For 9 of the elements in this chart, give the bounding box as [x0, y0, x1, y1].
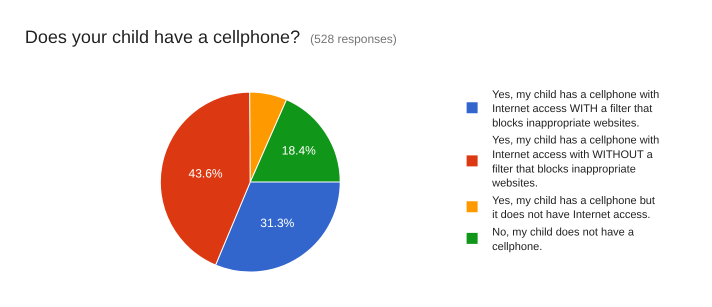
- legend-label: Yes, my child has a cellphone but it does not have Internet access.: [492, 194, 655, 222]
- legend-label: Yes, my child has a cellphone with Internet access WITH a filter that blocks inappropriate websites.: [492, 88, 660, 130]
- data-label: 18.4%: [282, 143, 316, 158]
- legend-label: No, my child does not have a cellphone.: [492, 226, 635, 253]
- data-label: 31.3%: [260, 216, 295, 230]
- data-label: 43.6%: [188, 166, 223, 180]
- chart-subtitle: (528 responses): [310, 32, 397, 46]
- chart-title: Does your child have a cellphone?: [24, 27, 300, 48]
- legend-label: Yes, my child has a cellphone with Internet access with WITHOUT a filter that blocks inappropriate websites.: [491, 134, 660, 190]
